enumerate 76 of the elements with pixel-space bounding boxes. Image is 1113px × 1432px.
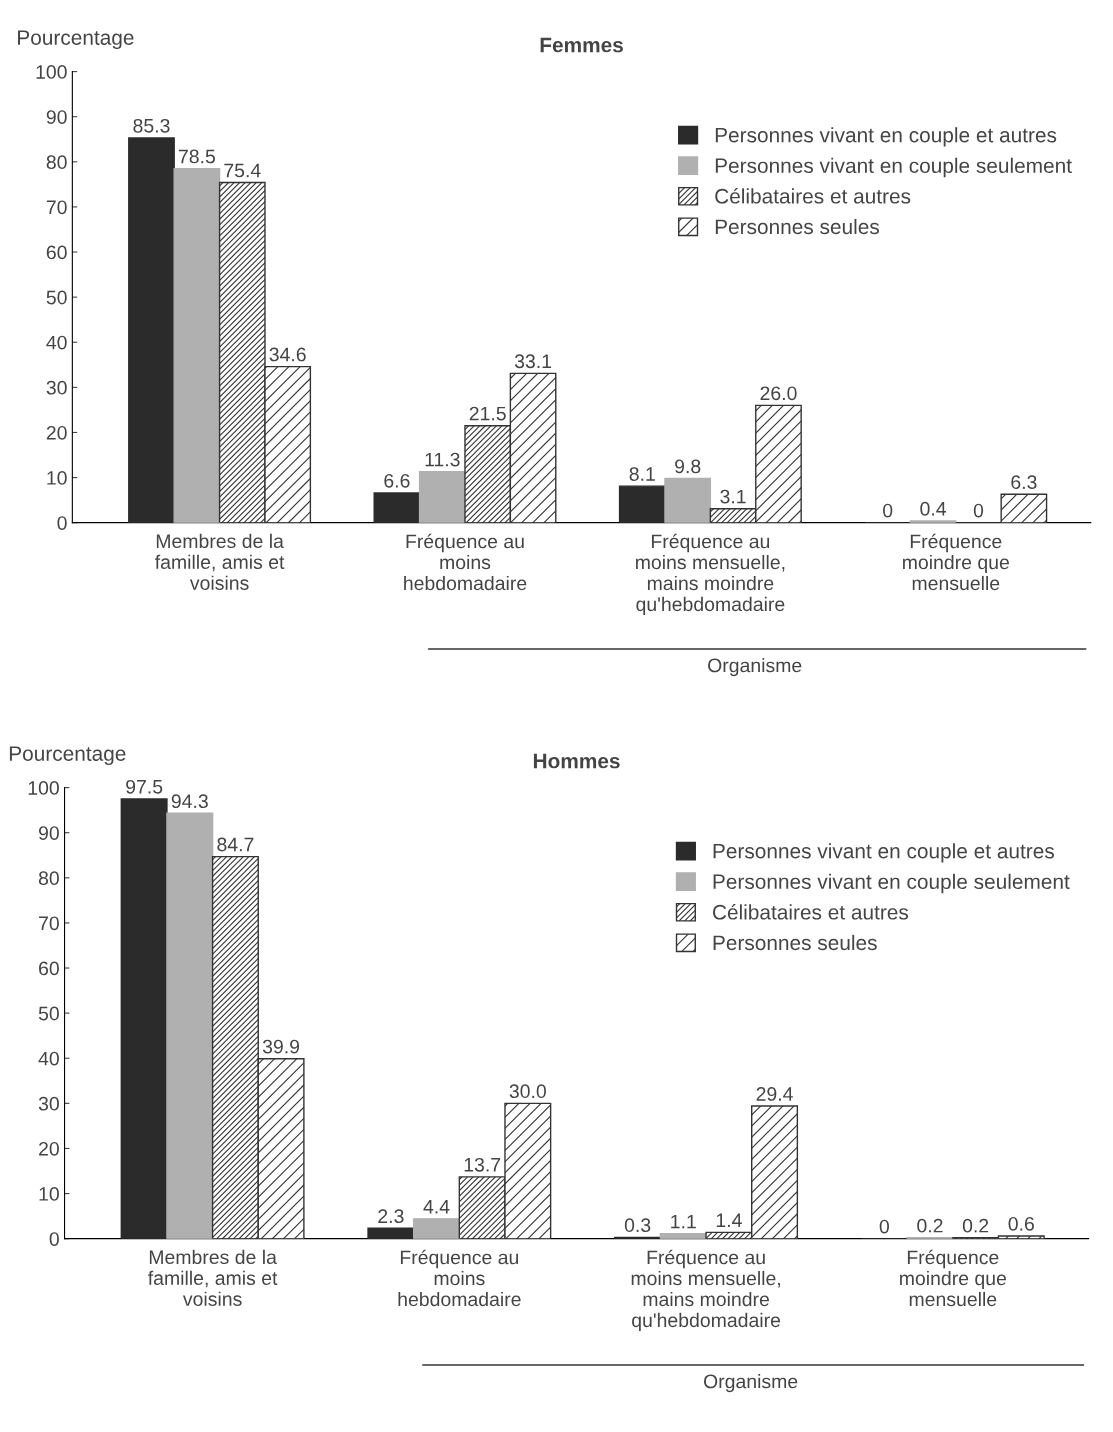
- y-tick-label: 90: [38, 826, 59, 840]
- data-label: 0.4: [920, 501, 947, 516]
- y-tick-label: 20: [46, 425, 67, 440]
- text: Organisme: [703, 1374, 798, 1393]
- legend-label: Célibataires et autres: [712, 904, 909, 920]
- data-label: 0.2: [962, 1218, 989, 1233]
- data-label: 97.5: [126, 779, 163, 794]
- data-label: 9.8: [675, 459, 701, 474]
- data-label: 6.3: [1011, 475, 1037, 490]
- y-tick-label: 60: [39, 961, 59, 976]
- data-label: 29.4: [756, 1087, 793, 1101]
- data-label: 26.0: [760, 386, 797, 401]
- legend-label: Personnes seules: [713, 934, 877, 951]
- y-tick-label: 40: [46, 335, 67, 350]
- y-tick-label: 0: [49, 1232, 59, 1246]
- data-label: 30.0: [509, 1084, 546, 1099]
- data-label: 2.3: [378, 1209, 404, 1224]
- data-label: 75.4: [224, 163, 261, 178]
- y-tick-label: 50: [38, 1006, 59, 1021]
- legend-label: Personnes vivant en couple et autres: [713, 843, 1054, 863]
- y-tick-label: 90: [46, 110, 67, 124]
- data-label: 0: [973, 503, 984, 518]
- y-tick-label: 0: [57, 516, 67, 530]
- y-tick-label: 20: [39, 1141, 59, 1156]
- x-tick-label: Fréquence moindre que mensuelle: [900, 1249, 1006, 1307]
- text: Organisme: [708, 658, 802, 677]
- y-axis-title: Pourcentage: [9, 746, 126, 766]
- x-tick-label: Membres de la famille, amis et voisins: [148, 1249, 278, 1306]
- data-label: 8.1: [629, 467, 655, 481]
- x-tick-label: Fréquence au moins hebdomadaire: [404, 533, 527, 591]
- data-label: 4.4: [423, 1200, 450, 1214]
- data-label: 85.3: [133, 118, 170, 133]
- data-label: 94.3: [171, 794, 208, 809]
- y-tick-label: 100: [28, 781, 59, 795]
- y-tick-label: 10: [47, 471, 67, 485]
- x-tick-label: Fréquence au moins mensuelle, mains moindre qu'hebdomadaire: [631, 1249, 781, 1331]
- x-tick-label: Fréquence moindre que mensuelle: [903, 533, 1009, 591]
- y-tick-label: 60: [46, 245, 67, 260]
- y-tick-label: 40: [38, 1051, 59, 1066]
- y-axis-title: Pourcentage: [18, 30, 134, 50]
- data-label: 3.1: [720, 489, 746, 504]
- data-label: 0: [879, 1219, 889, 1234]
- y-tick-label: 80: [38, 871, 59, 886]
- data-label: 0.3: [624, 1218, 651, 1233]
- data-label: 84.7: [217, 837, 254, 852]
- y-tick-label: 10: [39, 1187, 59, 1201]
- data-label: 6.6: [384, 473, 410, 488]
- data-label: 1.4: [716, 1213, 742, 1227]
- data-label: 21.5: [469, 406, 506, 421]
- data-label: 13.7: [464, 1157, 501, 1172]
- y-tick-label: 80: [46, 155, 67, 170]
- y-tick-label: 100: [36, 65, 67, 79]
- y-tick-label: 70: [46, 200, 67, 215]
- x-tick-label: Membres de la famille, amis et voisins: [155, 533, 285, 590]
- chart-title: Femmes: [540, 37, 623, 53]
- data-label: 78.5: [178, 149, 215, 164]
- y-tick-label: 70: [39, 916, 59, 931]
- legend-label: Personnes seules: [715, 218, 880, 235]
- legend-label: Célibataires et autres: [715, 188, 911, 204]
- data-label: 34.6: [269, 347, 306, 362]
- data-label: 11.3: [425, 452, 460, 467]
- data-label: 0: [883, 503, 893, 518]
- legend-label: Personnes vivant en couple et autres: [715, 127, 1057, 147]
- legend-label: Personnes vivant en couple seulement: [713, 873, 1070, 894]
- data-label: 33.1: [514, 354, 552, 369]
- x-tick-label: Fréquence au moins hebdomadaire: [398, 1249, 521, 1307]
- legend-label: Personnes vivant en couple seulement: [715, 157, 1072, 178]
- data-label: 39.9: [262, 1039, 300, 1054]
- y-tick-label: 30: [46, 380, 67, 395]
- data-label: 0.6: [1008, 1216, 1034, 1231]
- y-tick-label: 30: [38, 1096, 59, 1111]
- data-label: 0.2: [917, 1218, 943, 1233]
- data-label: 1.1: [671, 1214, 696, 1229]
- x-tick-label: Fréquence au moins mensuelle, mains moindre qu'hebdomadaire: [636, 533, 785, 615]
- chart-title: Hommes: [533, 753, 620, 769]
- y-tick-label: 50: [46, 290, 67, 305]
